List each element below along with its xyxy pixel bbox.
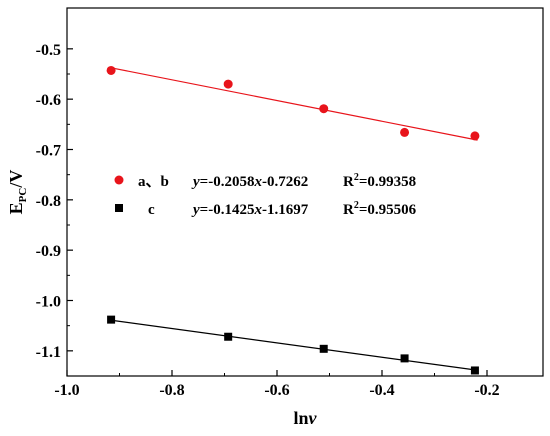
- legend-r2-series-c: R2=0.95506: [343, 200, 417, 218]
- legend-marker-series-a-b: [114, 175, 124, 185]
- y-tick-label: -0.8: [36, 193, 61, 210]
- data-point-series-1: [470, 366, 479, 375]
- x-tick-label: -1.0: [54, 382, 79, 399]
- y-tick-label: -0.7: [36, 143, 61, 160]
- fit-line-series-1: [108, 319, 478, 371]
- fit-lines: [108, 66, 478, 371]
- plot-frame: [66, 7, 544, 377]
- x-tick-label: -0.4: [369, 382, 394, 399]
- data-points: [106, 65, 480, 375]
- data-point-series-1: [224, 332, 233, 341]
- y-tick-label: -0.6: [36, 92, 61, 109]
- y-tick-label: -0.5: [36, 42, 61, 59]
- y-tick-label: -1.0: [36, 294, 61, 311]
- legend-equation-series-a-b: y=-0.2058x-0.7262: [191, 174, 308, 190]
- legend-equation-series-c: y=-0.1425x-1.1697: [191, 202, 309, 218]
- x-axis-ticks: -1.0 -0.8 -0.6 -0.4 -0.2: [54, 370, 500, 399]
- data-point-series-0: [470, 131, 480, 141]
- data-point-series-1: [400, 354, 409, 363]
- data-point-series-0: [400, 127, 410, 137]
- y-tick-label: -1.1: [36, 344, 61, 361]
- x-tick-label: -0.2: [474, 382, 499, 399]
- data-point-series-0: [319, 104, 329, 114]
- x-tick-label: -0.6: [264, 382, 289, 399]
- y-tick-label: -0.9: [36, 243, 61, 260]
- legend: a、b y=-0.2058x-0.7262 R2=0.99358 c y=-0.…: [114, 172, 417, 218]
- fit-line-series-0: [108, 66, 478, 141]
- legend-r2-series-a-b: R2=0.99358: [343, 172, 416, 190]
- data-point-series-1: [107, 315, 116, 324]
- legend-marker-series-c: [115, 204, 123, 212]
- data-point-series-1: [319, 344, 328, 353]
- data-point-series-0: [106, 65, 116, 75]
- y-axis-ticks: -0.5 -0.6 -0.7 -0.8 -0.9 -1.0 -1.1: [36, 42, 73, 361]
- x-tick-label: -0.8: [159, 382, 184, 399]
- x-axis-title: lnv: [293, 408, 317, 428]
- data-point-series-0: [223, 79, 233, 89]
- legend-label-series-c: c: [148, 202, 155, 218]
- y-axis-title: EPC/V: [6, 170, 29, 215]
- legend-label-series-a-b: a、b: [138, 174, 169, 190]
